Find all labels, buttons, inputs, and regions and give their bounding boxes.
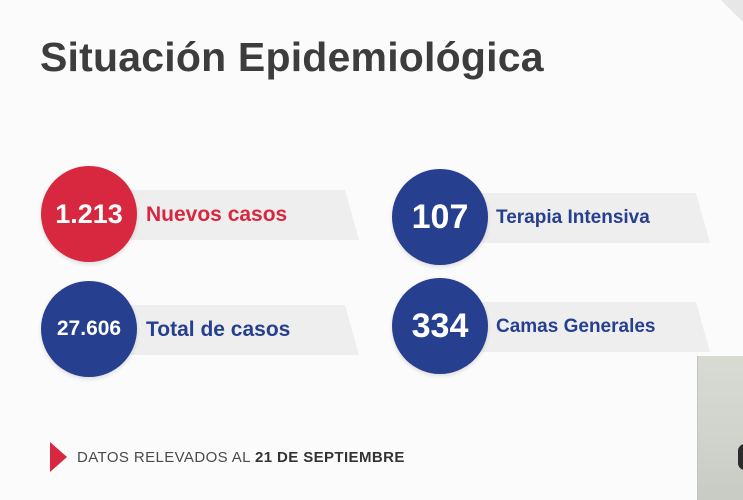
stat-label: Total de casos	[146, 318, 291, 341]
stat-value-circle: 334	[392, 278, 488, 374]
data-date-note: DATOS RELEVADOS AL 21 DE SEPTIEMBRE	[50, 442, 405, 472]
stat-value: 107	[411, 197, 469, 236]
stat-label: Terapia Intensiva	[496, 207, 650, 228]
corner-decoration	[721, 0, 743, 22]
stat-value-circle: 27.606	[41, 281, 137, 377]
video-overlay-thumbnail	[697, 356, 743, 500]
person-silhouette	[738, 444, 743, 470]
stat-camas-generales: 334 Camas Generales	[392, 278, 712, 374]
stat-nuevos-casos: 1.213 Nuevos casos	[41, 166, 361, 262]
stat-value-circle: 1.213	[41, 166, 137, 262]
data-date-prefix: DATOS RELEVADOS AL	[77, 448, 251, 466]
triangle-marker-icon	[50, 442, 67, 472]
data-date-value: 21 DE SEPTIEMBRE	[254, 448, 405, 466]
stat-value-circle: 107	[392, 169, 488, 265]
stat-terapia-intensiva: 107 Terapia Intensiva	[392, 169, 712, 265]
page-title: Situación Epidemiológica	[40, 34, 544, 80]
stat-label: Camas Generales	[496, 316, 656, 337]
stat-value: 334	[411, 306, 469, 345]
stat-value: 27.606	[56, 317, 122, 340]
stat-value: 1.213	[55, 198, 123, 229]
data-date-text: DATOS RELEVADOS AL 21 DE SEPTIEMBRE	[77, 449, 405, 466]
stat-total-casos: 27.606 Total de casos	[41, 281, 361, 377]
stat-label: Nuevos casos	[146, 203, 288, 226]
